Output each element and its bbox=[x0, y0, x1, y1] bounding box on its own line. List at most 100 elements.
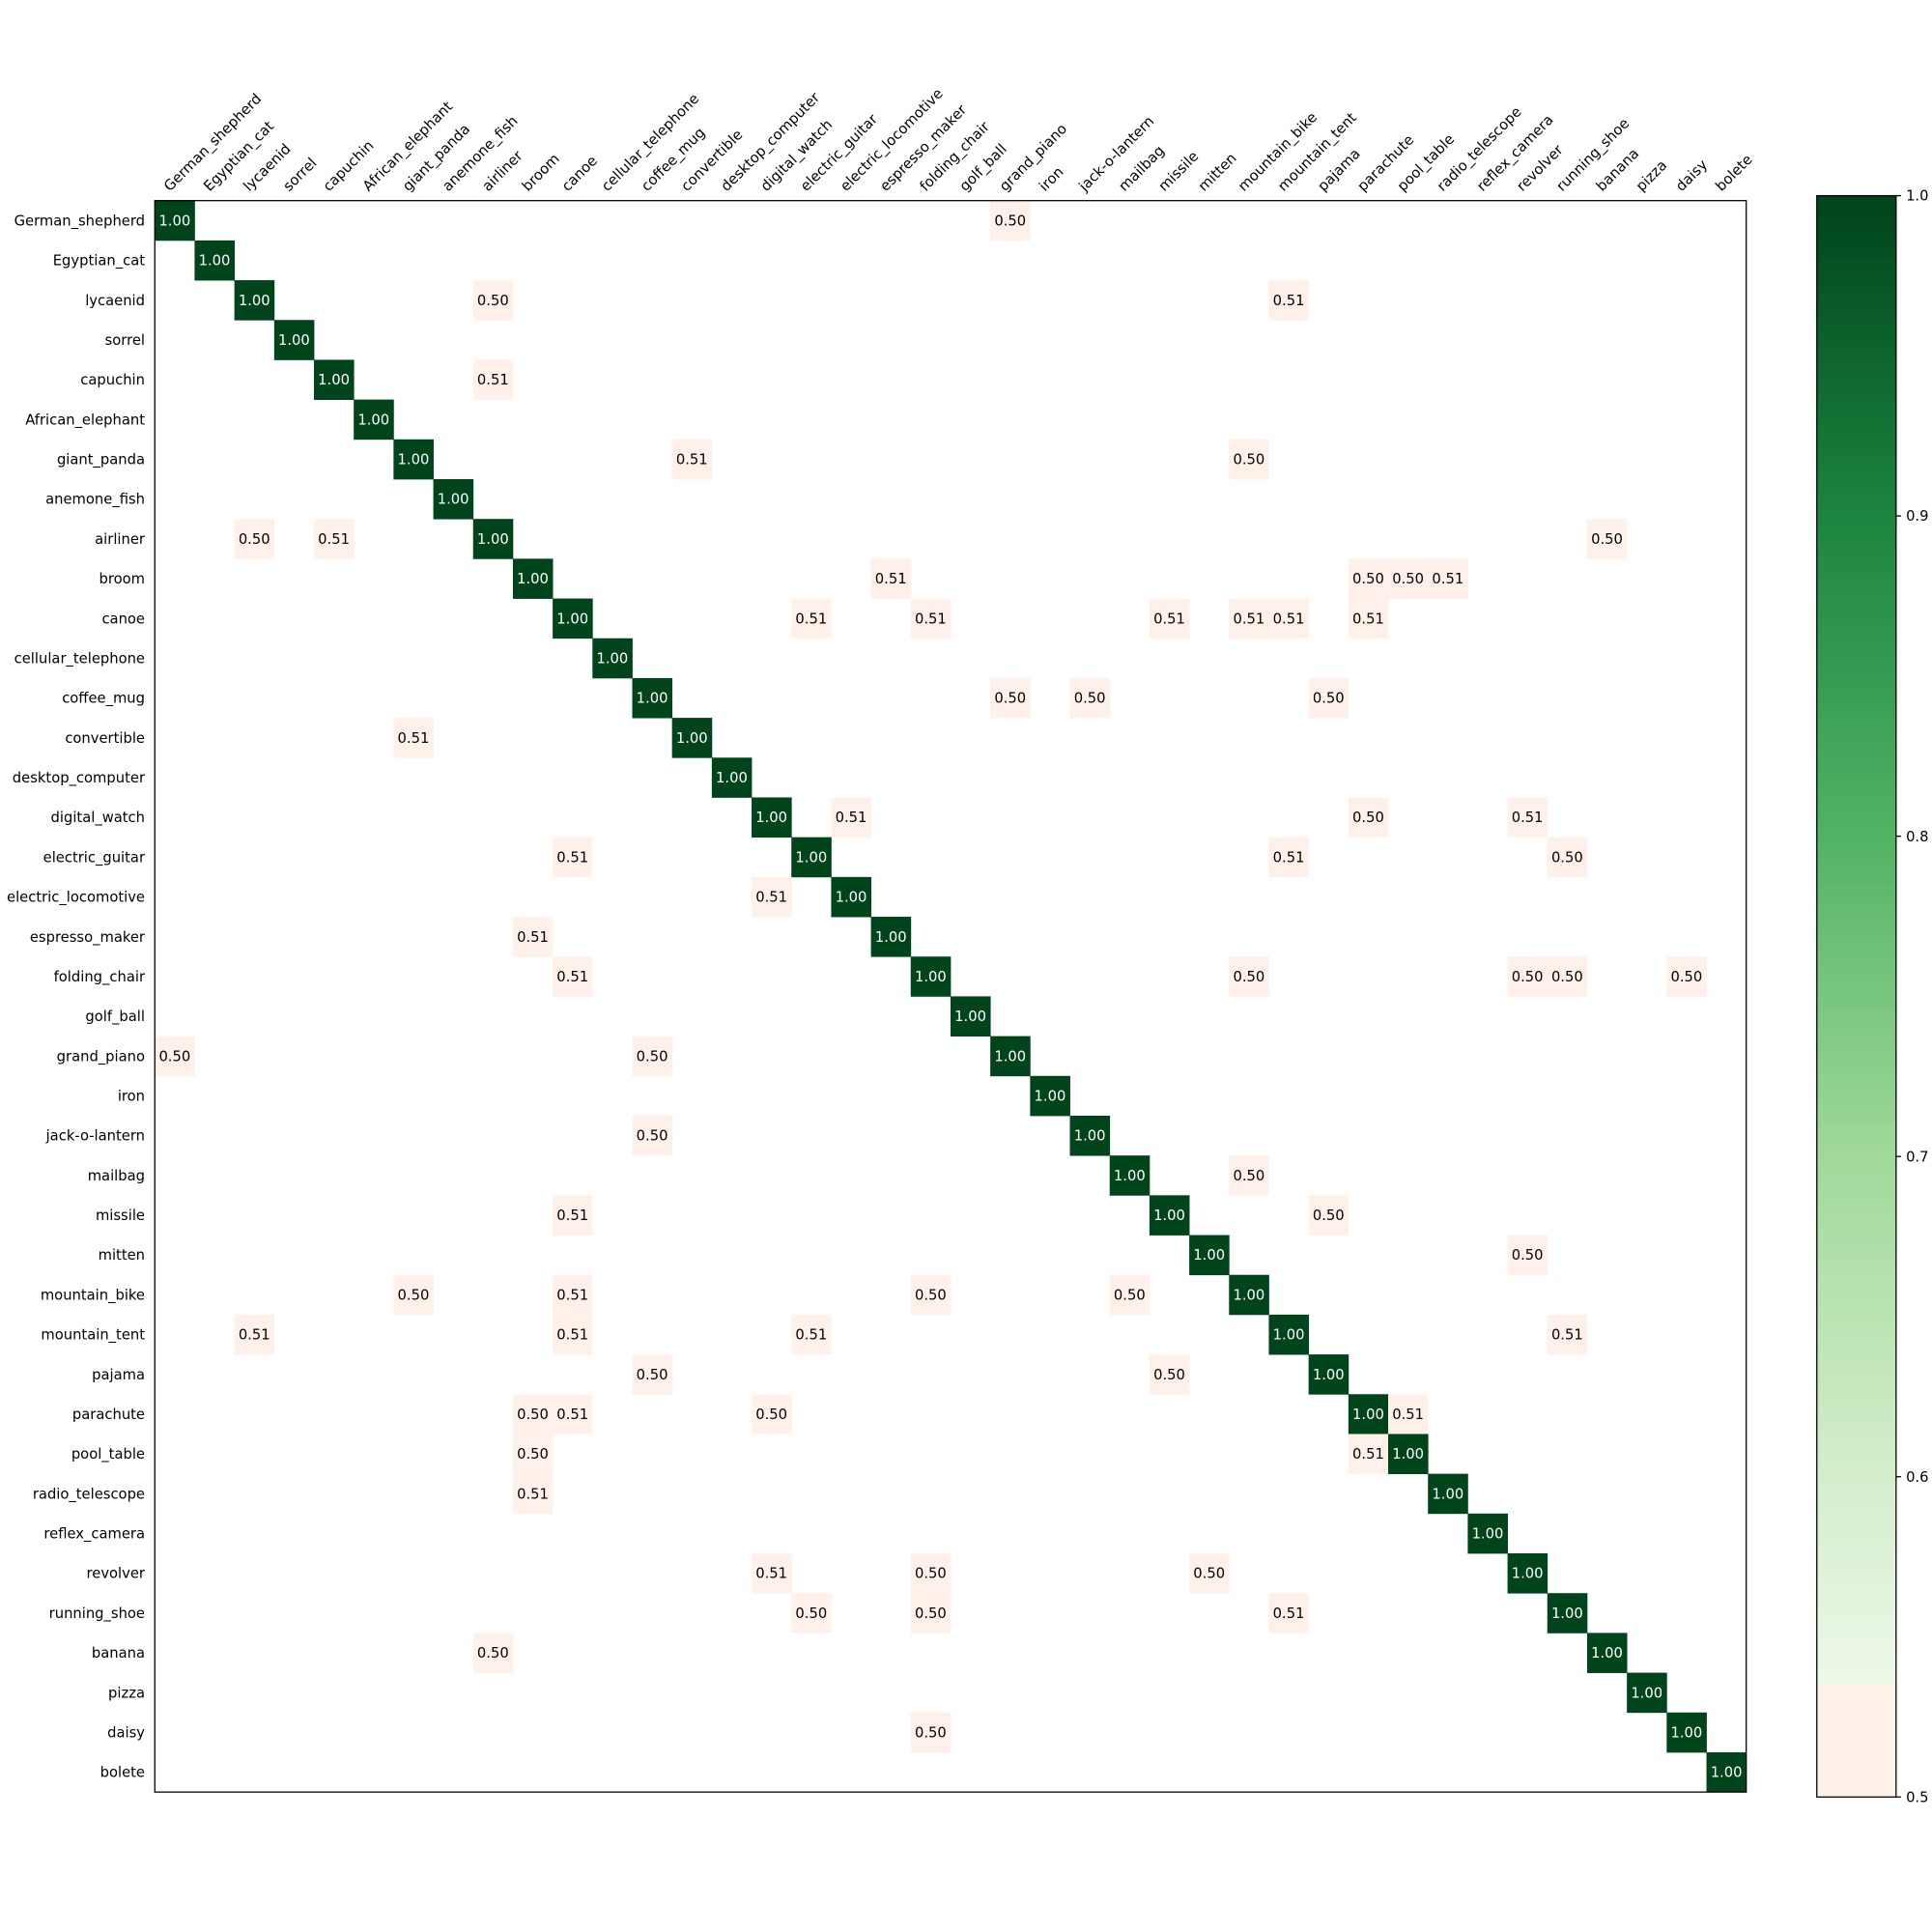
heatmap-cell bbox=[752, 797, 792, 838]
heatmap-cell bbox=[393, 439, 434, 480]
cell-label: 1.00 bbox=[676, 730, 708, 747]
colorbar-strip bbox=[1816, 1428, 1896, 1435]
colorbar-strip bbox=[1816, 943, 1896, 950]
colorbar-strip bbox=[1816, 1279, 1896, 1286]
colorbar-tick-label: 0.5 bbox=[1906, 1789, 1928, 1805]
colorbar-strip bbox=[1816, 377, 1896, 384]
heatmap-cell bbox=[632, 1354, 673, 1395]
colorbar-strip bbox=[1816, 307, 1896, 314]
colorbar-strip bbox=[1816, 831, 1896, 838]
colorbar-strip bbox=[1816, 360, 1896, 368]
colorbar-strip bbox=[1816, 1754, 1896, 1761]
cell-label: 0.50 bbox=[1512, 969, 1544, 985]
colorbar-strip bbox=[1816, 1487, 1896, 1493]
colorbar-strip bbox=[1816, 1461, 1896, 1467]
colorbar-strip bbox=[1816, 1065, 1896, 1072]
colorbar-strip bbox=[1816, 617, 1896, 624]
colorbar-strip bbox=[1816, 1028, 1896, 1035]
cell-label: 0.50 bbox=[795, 1605, 827, 1622]
cell-label: 1.00 bbox=[357, 412, 389, 428]
colorbar-strip bbox=[1816, 1209, 1896, 1216]
y-tick-label: espresso_maker bbox=[30, 929, 146, 946]
y-tick-label: airliner bbox=[95, 531, 146, 548]
colorbar-strip bbox=[1816, 1423, 1896, 1430]
y-tick-label: mountain_bike bbox=[41, 1287, 145, 1303]
colorbar-strip bbox=[1816, 1311, 1896, 1318]
colorbar-strip bbox=[1816, 1353, 1896, 1360]
colorbar-strip bbox=[1816, 751, 1896, 757]
heatmap-cell bbox=[234, 519, 275, 559]
cell-label: 0.51 bbox=[556, 969, 588, 985]
colorbar-strip bbox=[1816, 1055, 1896, 1062]
cell-label: 1.00 bbox=[1551, 1605, 1583, 1622]
colorbar-strip bbox=[1816, 238, 1896, 244]
cell-label: 1.00 bbox=[517, 571, 549, 587]
colorbar-tick-label: 0.8 bbox=[1906, 829, 1928, 845]
colorbar-strip bbox=[1816, 814, 1896, 821]
colorbar-strip bbox=[1816, 1294, 1896, 1302]
colorbar-strip bbox=[1816, 628, 1896, 635]
cell-label: 0.50 bbox=[1193, 1566, 1225, 1582]
cell-label: 1.00 bbox=[716, 770, 748, 786]
heatmap-cell bbox=[1348, 797, 1389, 838]
cell-label: 0.50 bbox=[1392, 571, 1424, 587]
colorbar-strip bbox=[1816, 686, 1896, 694]
plot-frame bbox=[154, 200, 1747, 1793]
colorbar-strip bbox=[1816, 1385, 1896, 1392]
cell-label: 0.51 bbox=[1153, 611, 1185, 627]
heatmap-cell bbox=[1388, 558, 1429, 599]
colorbar-strip bbox=[1816, 1551, 1896, 1558]
heatmap-cell bbox=[910, 1274, 952, 1316]
y-tick-label: iron bbox=[118, 1089, 145, 1105]
heatmap-cell bbox=[512, 1473, 554, 1515]
cell-label: 0.50 bbox=[517, 1406, 549, 1423]
colorbar-strip bbox=[1816, 825, 1896, 832]
cell-label: 0.50 bbox=[1671, 969, 1703, 985]
colorbar-strip bbox=[1816, 1717, 1896, 1723]
heatmap-cell bbox=[1547, 837, 1588, 878]
y-tick-label: electric_guitar bbox=[43, 849, 146, 866]
cell-label: 0.50 bbox=[637, 1367, 668, 1383]
heatmap-cell bbox=[472, 280, 514, 321]
colorbar-strip bbox=[1816, 425, 1896, 432]
colorbar-strip bbox=[1816, 1038, 1896, 1045]
colorbar-strip bbox=[1816, 863, 1896, 869]
heatmap-cell bbox=[1268, 1593, 1310, 1634]
colorbar-strip bbox=[1816, 734, 1896, 741]
colorbar-strip bbox=[1816, 702, 1896, 709]
colorbar-strip bbox=[1816, 286, 1896, 293]
colorbar-strip bbox=[1816, 1519, 1896, 1526]
colorbar-strip bbox=[1816, 366, 1896, 373]
colorbar-strip bbox=[1816, 798, 1896, 806]
cell-label: 0.51 bbox=[1512, 810, 1544, 826]
y-tick-label: Egyptian_cat bbox=[53, 253, 145, 270]
heatmap-cell bbox=[1149, 598, 1190, 639]
colorbar-strip bbox=[1816, 675, 1896, 683]
heatmap-cell bbox=[831, 797, 871, 838]
heatmap-cell bbox=[314, 519, 355, 559]
colorbar-strip bbox=[1816, 985, 1896, 992]
colorbar-strip bbox=[1816, 542, 1896, 549]
cell-label: 0.50 bbox=[755, 1406, 787, 1423]
colorbar-strip bbox=[1816, 483, 1896, 491]
colorbar-strip bbox=[1816, 601, 1896, 608]
cell-label: 0.51 bbox=[556, 1406, 588, 1423]
colorbar-strip bbox=[1816, 1327, 1896, 1334]
colorbar-strip bbox=[1816, 873, 1896, 880]
cell-label: 0.50 bbox=[239, 531, 270, 548]
colorbar-strip bbox=[1816, 339, 1896, 346]
cell-label: 1.00 bbox=[1352, 1406, 1384, 1423]
colorbar-strip bbox=[1816, 857, 1896, 864]
colorbar-strip bbox=[1816, 916, 1896, 923]
colorbar-strip bbox=[1816, 1444, 1896, 1451]
cell-label: 0.50 bbox=[1233, 969, 1264, 985]
x-tick-label: iron bbox=[1037, 164, 1067, 195]
colorbar-strip bbox=[1816, 1167, 1896, 1174]
cell-label: 1.00 bbox=[1671, 1724, 1703, 1741]
colorbar-strip bbox=[1816, 1636, 1896, 1643]
colorbar-strip bbox=[1816, 1338, 1896, 1345]
colorbar-strip bbox=[1816, 1204, 1896, 1211]
heatmap-cell bbox=[752, 1553, 792, 1594]
y-tick-label: reflex_camera bbox=[43, 1526, 145, 1543]
